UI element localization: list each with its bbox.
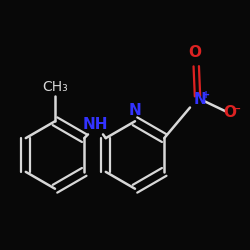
Text: NH: NH: [82, 117, 108, 132]
Text: N: N: [194, 92, 206, 108]
Text: O: O: [188, 45, 202, 60]
Text: CH₃: CH₃: [42, 80, 68, 94]
Text: O: O: [224, 105, 236, 120]
Text: +: +: [202, 90, 210, 100]
Text: −: −: [233, 104, 241, 114]
Text: N: N: [128, 103, 141, 118]
